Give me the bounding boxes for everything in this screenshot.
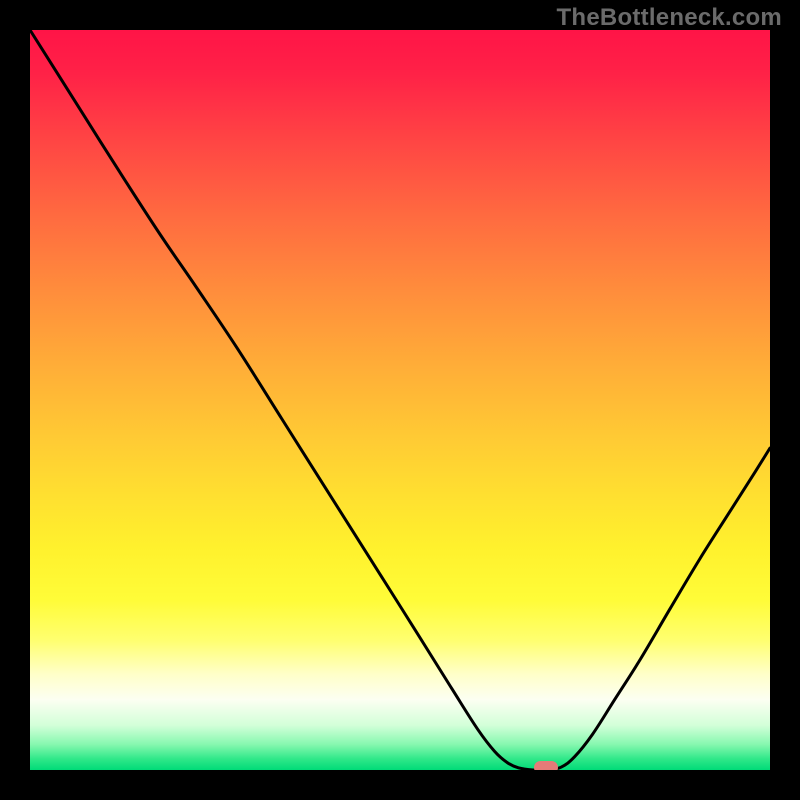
frame-bottom bbox=[0, 770, 800, 800]
frame-right bbox=[770, 0, 800, 800]
figure-root: TheBottleneck.com bbox=[0, 0, 800, 800]
plot-area bbox=[30, 30, 770, 770]
frame-left bbox=[0, 0, 30, 800]
optimal-point-marker bbox=[534, 761, 558, 770]
gradient-background bbox=[30, 30, 770, 770]
watermark-text: TheBottleneck.com bbox=[557, 4, 782, 32]
plot-svg bbox=[30, 30, 770, 770]
